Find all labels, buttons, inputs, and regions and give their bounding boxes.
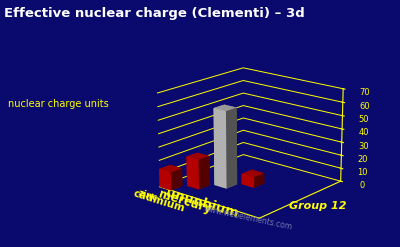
Text: nuclear charge units: nuclear charge units	[8, 99, 109, 109]
Text: Effective nuclear charge (Clementi) – 3d: Effective nuclear charge (Clementi) – 3d	[4, 7, 305, 21]
Text: www.webelements.com: www.webelements.com	[203, 205, 293, 232]
